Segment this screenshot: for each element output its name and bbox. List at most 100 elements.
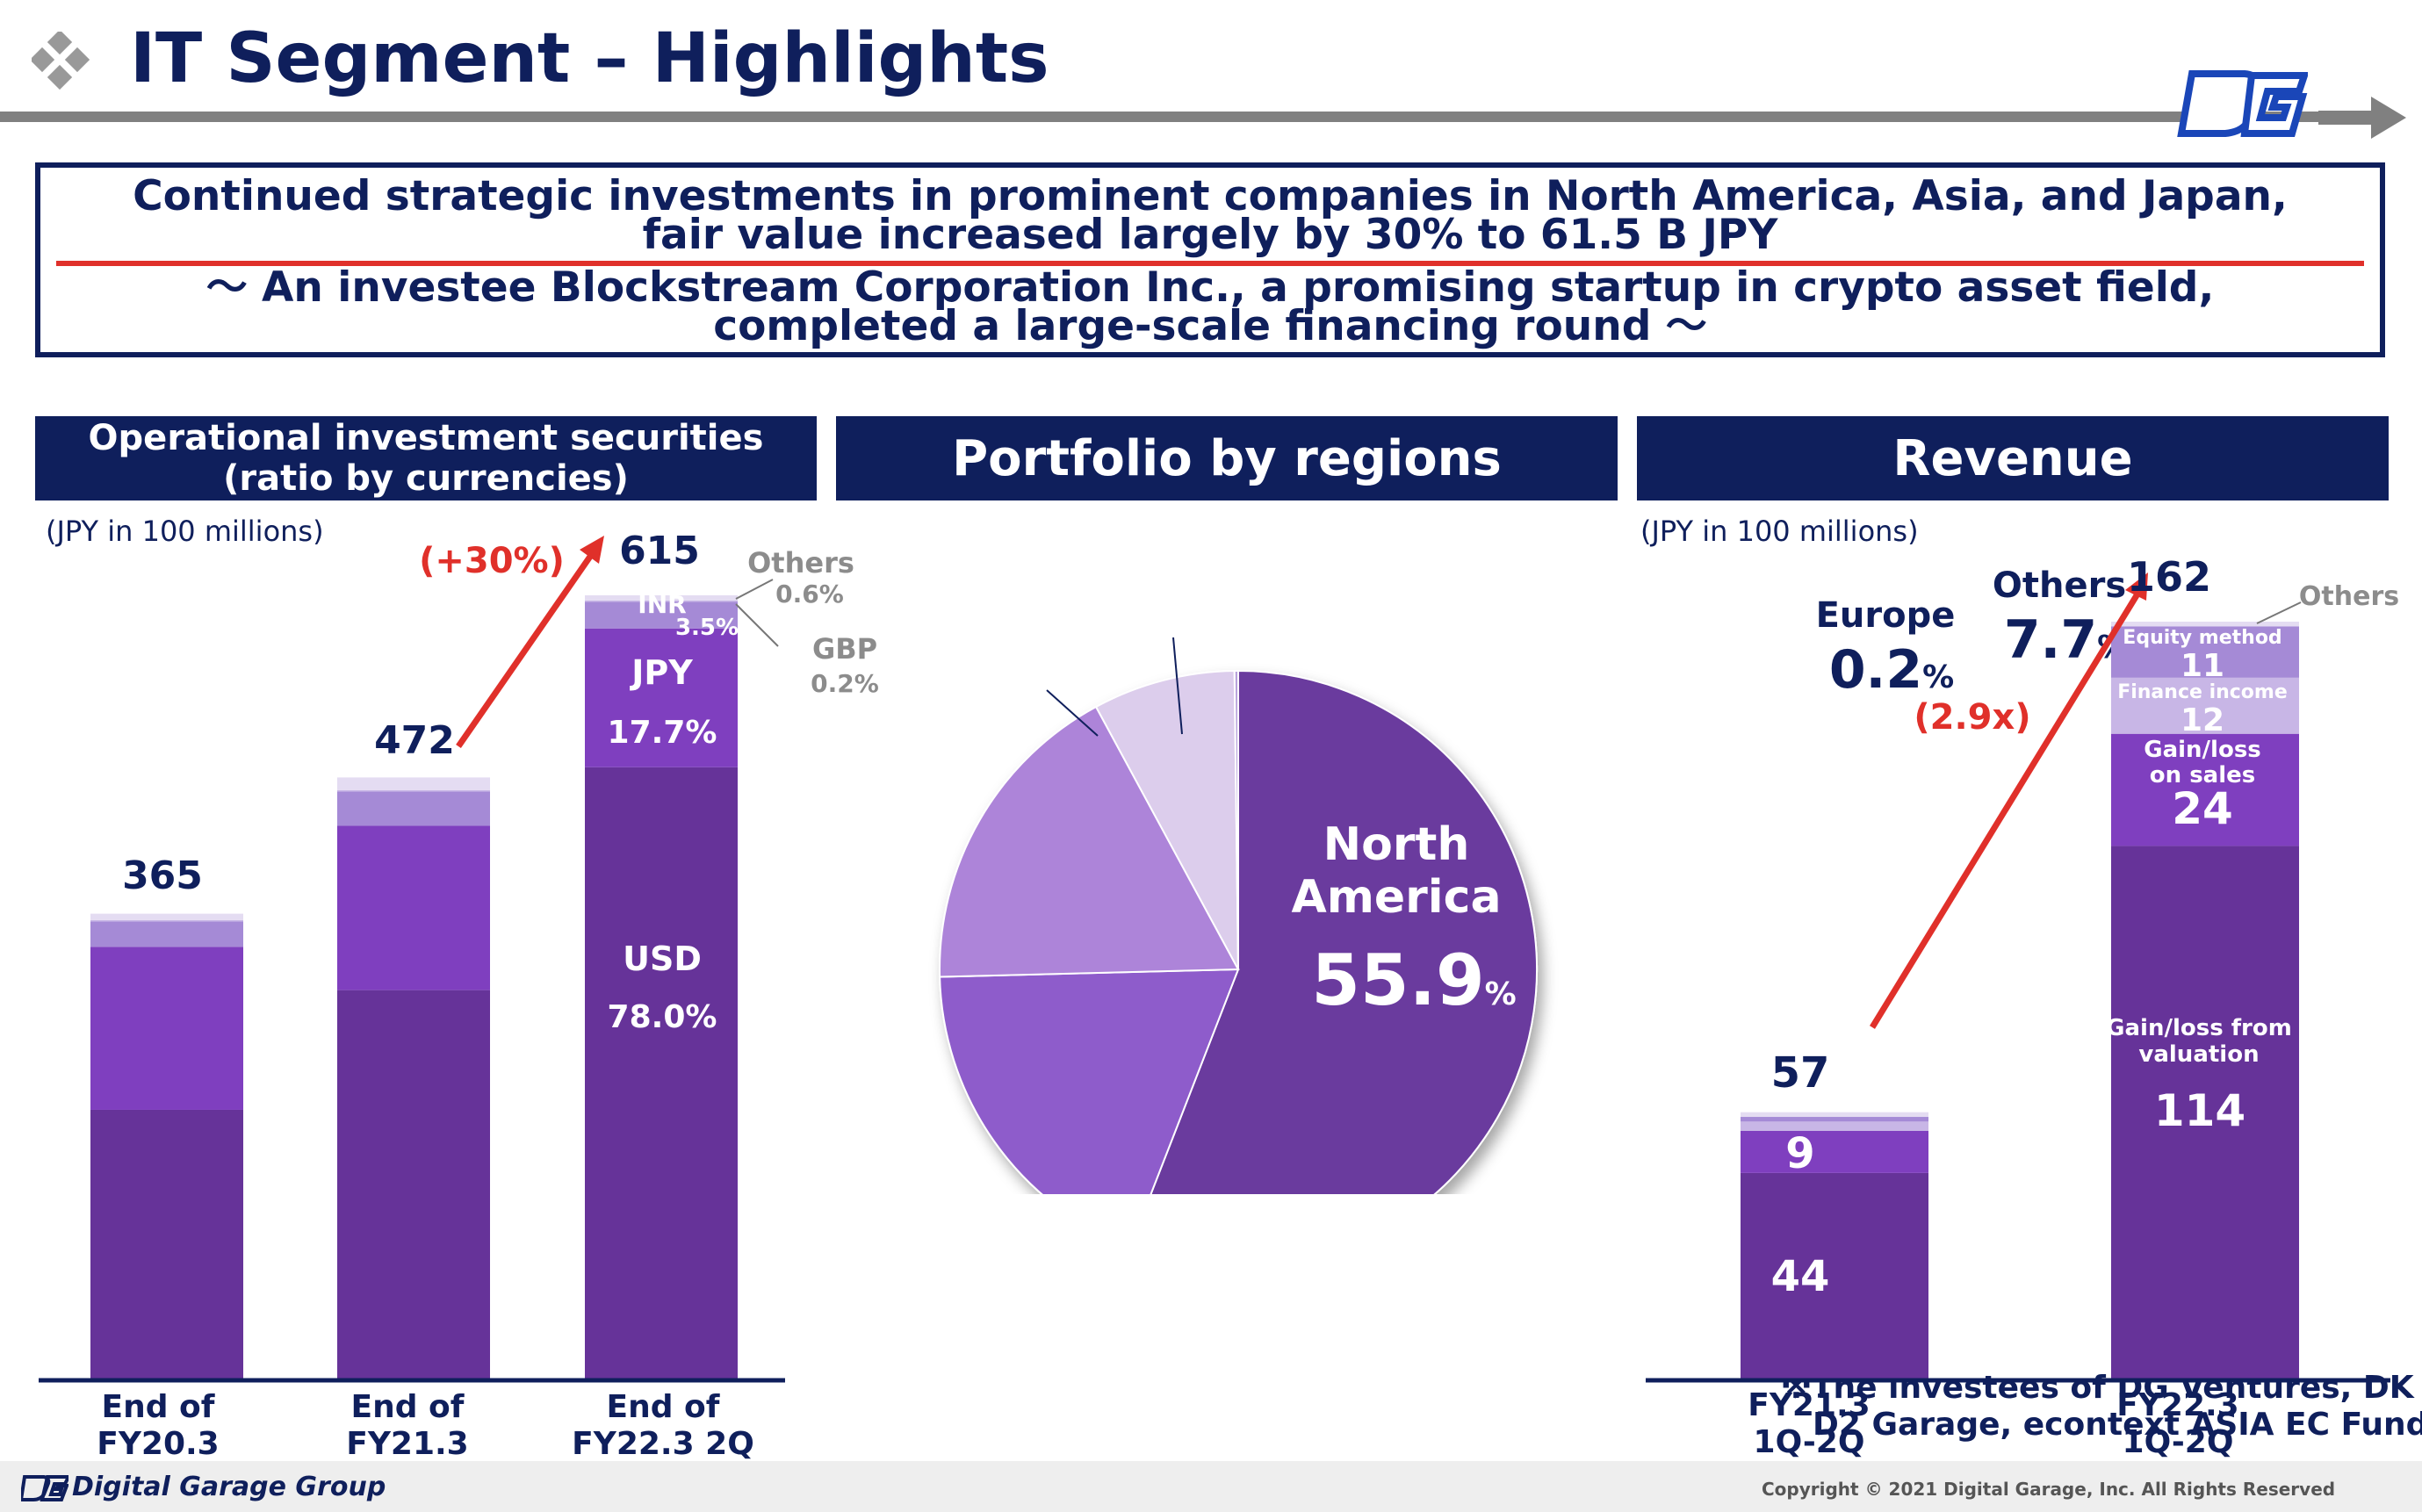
sec-category-1: End of FY20.3 bbox=[97, 1389, 220, 1462]
rev-bar-2-gain-loss-from-valuation bbox=[2111, 846, 2299, 1379]
rev-category-1: FY21.3 1Q-2Q bbox=[1748, 1387, 1871, 1460]
portfolio-pie-chart: North America 55.9% Asia 18.7% Japan 17.5… bbox=[878, 492, 2422, 1458]
rev-bar-1-others bbox=[1741, 1112, 1928, 1118]
pie-others-leader bbox=[1172, 637, 1183, 735]
pie-value-europe: 0.2% bbox=[1828, 639, 1955, 701]
pie-slice-europe bbox=[1233, 669, 1239, 970]
revenue-title: Revenue bbox=[1892, 429, 2133, 487]
pie-label-others: Others bbox=[1992, 565, 2127, 606]
pie-slice-north-america bbox=[1150, 669, 1538, 1194]
rev-fy22-sales-name: Gain/loss on sales bbox=[2144, 737, 2261, 788]
sec-gbp-pct: 0.2% bbox=[811, 669, 879, 698]
revenue-chart: 57 162 (2.9x) 44 9 Gain/loss from valuati… bbox=[1633, 492, 2422, 1466]
rev-growth-arrow-line bbox=[1870, 587, 2144, 1029]
sec-growth-arrow-head bbox=[580, 536, 604, 564]
rev-others-name: Others bbox=[2298, 581, 2400, 612]
rev-fy22-finance-name: Finance income bbox=[2117, 681, 2288, 703]
page-title: IT Segment – Highlights bbox=[130, 19, 1049, 98]
rev-total-label-2: 162 bbox=[2126, 553, 2212, 601]
rev-bar-2-gain-loss-on-sales bbox=[2111, 733, 2299, 846]
revenue-panel-header: Revenue bbox=[1637, 416, 2389, 500]
sec-others-leader bbox=[735, 579, 774, 600]
sec-bar-1-jpy bbox=[90, 947, 243, 1110]
rev-growth-arrow-head bbox=[2125, 572, 2148, 601]
rev-bar-1-finance-income bbox=[1741, 1121, 1928, 1131]
portfolio-title: Portfolio by regions bbox=[952, 429, 1502, 487]
highlight-line-1: Continued strategic investments in promi… bbox=[133, 172, 2288, 220]
pie-group bbox=[939, 669, 1538, 1194]
portfolio-panel-header: Portfolio by regions bbox=[836, 416, 1618, 500]
sec-bar-3-jpy bbox=[585, 628, 738, 767]
rev-bar-1-gain-loss-on-sales bbox=[1741, 1130, 1928, 1173]
pie-slice-others bbox=[1094, 670, 1239, 970]
rev-fy22-valuation-name: Gain/loss from valuation bbox=[2106, 1015, 2292, 1068]
sec-bar-1-gbp bbox=[90, 919, 243, 922]
footer-bar: Digital Garage Group Copyright © 2021 Di… bbox=[0, 1461, 2422, 1512]
highlight-line-4: completed a large-scale financing round … bbox=[713, 302, 1707, 350]
highlight-line-3: ～ An investee Blockstream Corporation In… bbox=[205, 263, 2215, 312]
rev-fy22-sales: 24 bbox=[2172, 783, 2233, 834]
sec-gbp-leader bbox=[735, 603, 779, 647]
rev-bar-1-equity-method bbox=[1741, 1117, 1928, 1122]
rev-fy21-sales: 9 bbox=[1785, 1129, 1815, 1178]
pie-slice-asia bbox=[939, 968, 1240, 1194]
sec-bar-2-gbp bbox=[337, 789, 490, 792]
pie-slice-japan bbox=[939, 705, 1240, 978]
pie-europe-leader bbox=[1046, 689, 1099, 737]
sec-others-pct: 0.6% bbox=[775, 580, 844, 608]
pie-label-asia: Asia bbox=[1923, 1026, 2034, 1078]
rev-bar-2-finance-income bbox=[2111, 677, 2299, 734]
sec-bar-1-inr bbox=[90, 921, 243, 947]
sec-bar-3-usd bbox=[585, 767, 738, 1379]
pie-label-japan: Japan bbox=[1875, 808, 2019, 860]
rev-fy21-valuation: 44 bbox=[1770, 1252, 1830, 1301]
sec-bar-1-others bbox=[90, 913, 243, 920]
pie-value-others: 7.7% bbox=[2003, 609, 2129, 671]
sec-growth-arrow-line bbox=[456, 550, 596, 748]
sec-usd-pct: 78.0% bbox=[607, 999, 717, 1035]
sec-bar-2-inr bbox=[337, 791, 490, 826]
revenue-unit-label: (JPY in 100 millions) bbox=[1640, 515, 1919, 548]
rev-fy22-finance: 12 bbox=[2180, 702, 2225, 738]
arrow-icon bbox=[2318, 97, 2406, 139]
sec-total-label-2: 472 bbox=[374, 718, 455, 763]
rev-fy22-equity-name: Equity method bbox=[2123, 627, 2282, 649]
sec-bar-2-jpy bbox=[337, 825, 490, 990]
highlight-divider bbox=[56, 261, 2364, 266]
footer-copyright: Copyright © 2021 Digital Garage, Inc. Al… bbox=[1762, 1479, 2336, 1500]
sec-total-label-3: 615 bbox=[619, 529, 700, 573]
dg-logo: DG bbox=[2176, 56, 2310, 148]
securities-panel-header: Operational investment securities (ratio… bbox=[35, 416, 817, 500]
highlight-box: Continued strategic investments in promi… bbox=[35, 162, 2385, 357]
sec-category-3: End of FY22.3 2Q bbox=[572, 1389, 754, 1462]
rev-bar-2-others bbox=[2111, 622, 2299, 627]
securities-unit-label: (JPY in 100 millions) bbox=[46, 515, 324, 548]
pie-label-europe: Europe bbox=[1815, 595, 1956, 636]
sec-jpy-name: JPY bbox=[631, 653, 693, 692]
sec-bar-1-usd bbox=[90, 1109, 243, 1379]
sec-others-name: Others bbox=[747, 546, 854, 580]
rev-others-leader bbox=[2256, 601, 2302, 624]
sec-bar-2-usd bbox=[337, 990, 490, 1379]
sec-jpy-pct: 17.7% bbox=[607, 715, 717, 751]
securities-title-line1: Operational investment securities bbox=[88, 418, 764, 458]
sec-inr-name: INR bbox=[638, 590, 687, 619]
rev-category-2: FY22.3 1Q-2Q bbox=[2116, 1387, 2239, 1460]
highlight-line-2: fair value increased largely by 30% to 6… bbox=[642, 211, 1778, 259]
rev-bar-2-equity-method bbox=[2111, 626, 2299, 678]
rev-fy22-valuation: 114 bbox=[2153, 1085, 2246, 1136]
rev-bar-1-gain-loss-from-valuation bbox=[1741, 1172, 1928, 1379]
sec-gbp-name: GBP bbox=[811, 632, 878, 666]
sec-bar-2-others bbox=[337, 777, 490, 790]
footer-logo-icon bbox=[21, 1475, 68, 1501]
securities-chart: 365 472 615 (+30%) USD 78.0% JPY 17.7% I… bbox=[0, 492, 879, 1466]
title-bullet-icon bbox=[32, 32, 90, 90]
sec-category-2: End of FY21.3 bbox=[346, 1389, 469, 1462]
rev-growth-label: (2.9x) bbox=[1914, 697, 2031, 738]
sec-total-label-1: 365 bbox=[122, 853, 203, 898]
pie-value-north-america: 55.9% bbox=[1311, 940, 1517, 1021]
rev-total-label-1: 57 bbox=[1770, 1048, 1830, 1098]
sec-usd-name: USD bbox=[623, 940, 702, 978]
rev-fy22-equity: 11 bbox=[2180, 648, 2225, 684]
sec-bar-3-others bbox=[585, 595, 738, 601]
